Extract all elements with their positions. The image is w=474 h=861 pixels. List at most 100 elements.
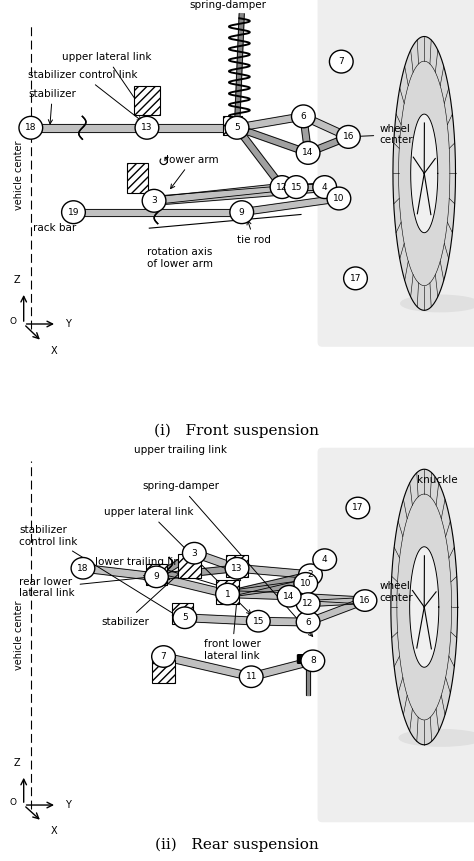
Polygon shape [235,14,244,128]
Bar [178,554,201,578]
Text: O: O [9,798,17,808]
Text: 17: 17 [350,274,361,283]
Polygon shape [163,653,252,680]
Polygon shape [258,617,308,626]
Text: 13: 13 [231,564,243,573]
Text: (ii)   Rear suspension: (ii) Rear suspension [155,838,319,852]
Text: 6: 6 [301,112,306,121]
Text: 18: 18 [77,564,89,573]
Circle shape [327,187,351,210]
Polygon shape [154,183,283,204]
Polygon shape [300,116,311,153]
Polygon shape [305,604,311,622]
Polygon shape [322,184,341,201]
Text: knuckle: knuckle [417,475,458,485]
Circle shape [246,610,270,632]
Polygon shape [241,195,339,215]
Text: 9: 9 [239,208,245,217]
Polygon shape [155,551,196,579]
Text: 14: 14 [283,592,295,601]
Circle shape [239,666,263,687]
Text: Y: Y [65,319,71,329]
Text: vehicle center: vehicle center [14,141,24,210]
Polygon shape [227,580,306,598]
Circle shape [62,201,85,224]
Text: vehicle center: vehicle center [14,600,24,670]
Circle shape [296,611,320,633]
Polygon shape [193,549,238,572]
Circle shape [344,267,367,290]
Text: 16: 16 [359,596,371,605]
Polygon shape [296,183,325,190]
Polygon shape [250,657,314,680]
Text: 15: 15 [291,183,302,192]
Text: 14: 14 [302,148,314,158]
Circle shape [216,584,239,604]
Text: tie rod: tie rod [237,220,271,245]
Text: front lower
lateral link: front lower lateral link [204,576,261,661]
Circle shape [294,573,318,594]
Ellipse shape [399,729,474,746]
Polygon shape [410,115,438,232]
Ellipse shape [401,295,474,312]
Polygon shape [227,572,311,597]
Circle shape [277,585,301,607]
Polygon shape [73,208,242,216]
Polygon shape [306,661,310,696]
Text: 2: 2 [308,570,313,579]
Circle shape [313,176,337,199]
Text: 3: 3 [191,548,197,558]
Text: Z: Z [13,759,20,768]
Text: 12: 12 [276,183,288,192]
Polygon shape [393,36,456,310]
Text: rotation axis
of lower arm: rotation axis of lower arm [147,247,213,269]
Text: upper trailing link: upper trailing link [134,445,227,455]
Polygon shape [82,565,157,580]
Circle shape [284,176,308,199]
Text: wheel
center: wheel center [350,124,413,146]
Circle shape [135,116,159,139]
Circle shape [152,646,175,667]
Bar [226,555,247,577]
Polygon shape [156,565,237,580]
Text: upper lateral link: upper lateral link [62,52,151,120]
Text: 7: 7 [338,57,344,66]
Text: 6: 6 [305,617,311,627]
Circle shape [19,116,43,139]
Text: 12: 12 [302,599,314,608]
Text: X: X [51,346,57,356]
Polygon shape [31,124,147,132]
Text: X: X [51,826,57,836]
Circle shape [142,189,166,212]
Circle shape [337,126,360,148]
Text: spring-damper: spring-damper [142,481,313,636]
Circle shape [71,558,95,579]
Bar [127,163,148,193]
Text: stabilizer: stabilizer [102,561,194,627]
Text: 4: 4 [322,555,328,564]
Text: 19: 19 [68,208,79,217]
Text: upper lateral link: upper lateral link [104,507,251,614]
Text: 17: 17 [352,504,364,512]
Circle shape [145,567,168,587]
Bar [146,564,167,585]
Polygon shape [237,113,304,132]
Bar [223,116,242,134]
Text: lower arm: lower arm [166,155,219,189]
Polygon shape [307,598,366,625]
Polygon shape [237,565,311,579]
Circle shape [301,650,325,672]
Circle shape [329,50,353,73]
Polygon shape [391,469,457,745]
Text: rack bar: rack bar [33,214,76,233]
Circle shape [299,564,322,585]
Text: rear lower
lateral link: rear lower lateral link [19,576,148,598]
Text: 15: 15 [253,616,264,626]
Bar [152,660,175,684]
Circle shape [346,498,370,518]
Circle shape [296,593,320,615]
Circle shape [296,141,320,164]
Polygon shape [147,124,237,132]
Text: 10: 10 [300,579,311,588]
Text: spring-damper: spring-damper [189,0,266,10]
